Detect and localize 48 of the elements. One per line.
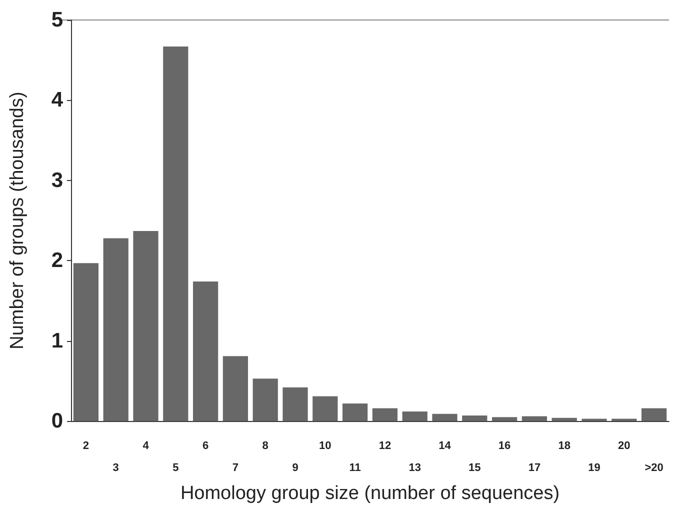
bar	[312, 396, 338, 422]
x-tick-label: 8	[262, 440, 268, 452]
bar	[372, 408, 398, 422]
x-tick-label: 4	[142, 440, 150, 452]
bar	[612, 418, 637, 422]
x-tick-label: 3	[112, 462, 119, 474]
bar	[163, 46, 188, 422]
x-tick-label: 7	[232, 462, 239, 474]
x-tick-label: 18	[558, 440, 570, 452]
bar	[432, 414, 458, 422]
x-tick-label: 10	[319, 440, 332, 452]
bar	[582, 418, 607, 422]
bar	[133, 230, 158, 422]
bar	[462, 415, 488, 422]
x-tick-label: 15	[468, 462, 481, 474]
x-tick-label: 2	[82, 440, 90, 452]
bar	[103, 238, 128, 422]
x-tick-label: 16	[498, 440, 511, 452]
x-tick-label: 11	[349, 462, 361, 474]
bar	[282, 387, 308, 422]
x-tick-label: 20	[618, 440, 630, 452]
y-axis-title: Number of groups (thousands)	[7, 92, 28, 350]
bar	[641, 408, 667, 422]
y-tick-label: 1	[51, 329, 64, 352]
bar	[192, 282, 218, 422]
x-tick-label: >20	[644, 462, 664, 474]
y-tick-label: 0	[51, 410, 63, 433]
bar	[402, 411, 428, 422]
x-tick-label: 12	[378, 440, 392, 452]
x-tick-label: 17	[528, 462, 541, 474]
y-tick-label: 3	[51, 168, 63, 192]
bar	[252, 378, 278, 422]
x-tick-label: 13	[408, 462, 421, 474]
bar	[552, 418, 577, 422]
x-tick-label: 6	[202, 440, 209, 452]
bar	[73, 263, 99, 422]
x-tick-label: 5	[172, 462, 179, 474]
bar	[522, 416, 548, 422]
y-tick-label: 2	[51, 249, 63, 272]
bar	[342, 403, 368, 422]
x-axis-title: Homology group size (number of sequences)	[180, 483, 560, 504]
y-tick-label: 4	[51, 88, 64, 112]
y-tick-label: 5	[51, 8, 64, 32]
bar	[492, 417, 518, 422]
x-tick-label: 9	[292, 462, 298, 474]
x-tick-label: 14	[438, 440, 452, 452]
bar	[222, 356, 248, 422]
x-tick-label: 19	[588, 462, 600, 474]
